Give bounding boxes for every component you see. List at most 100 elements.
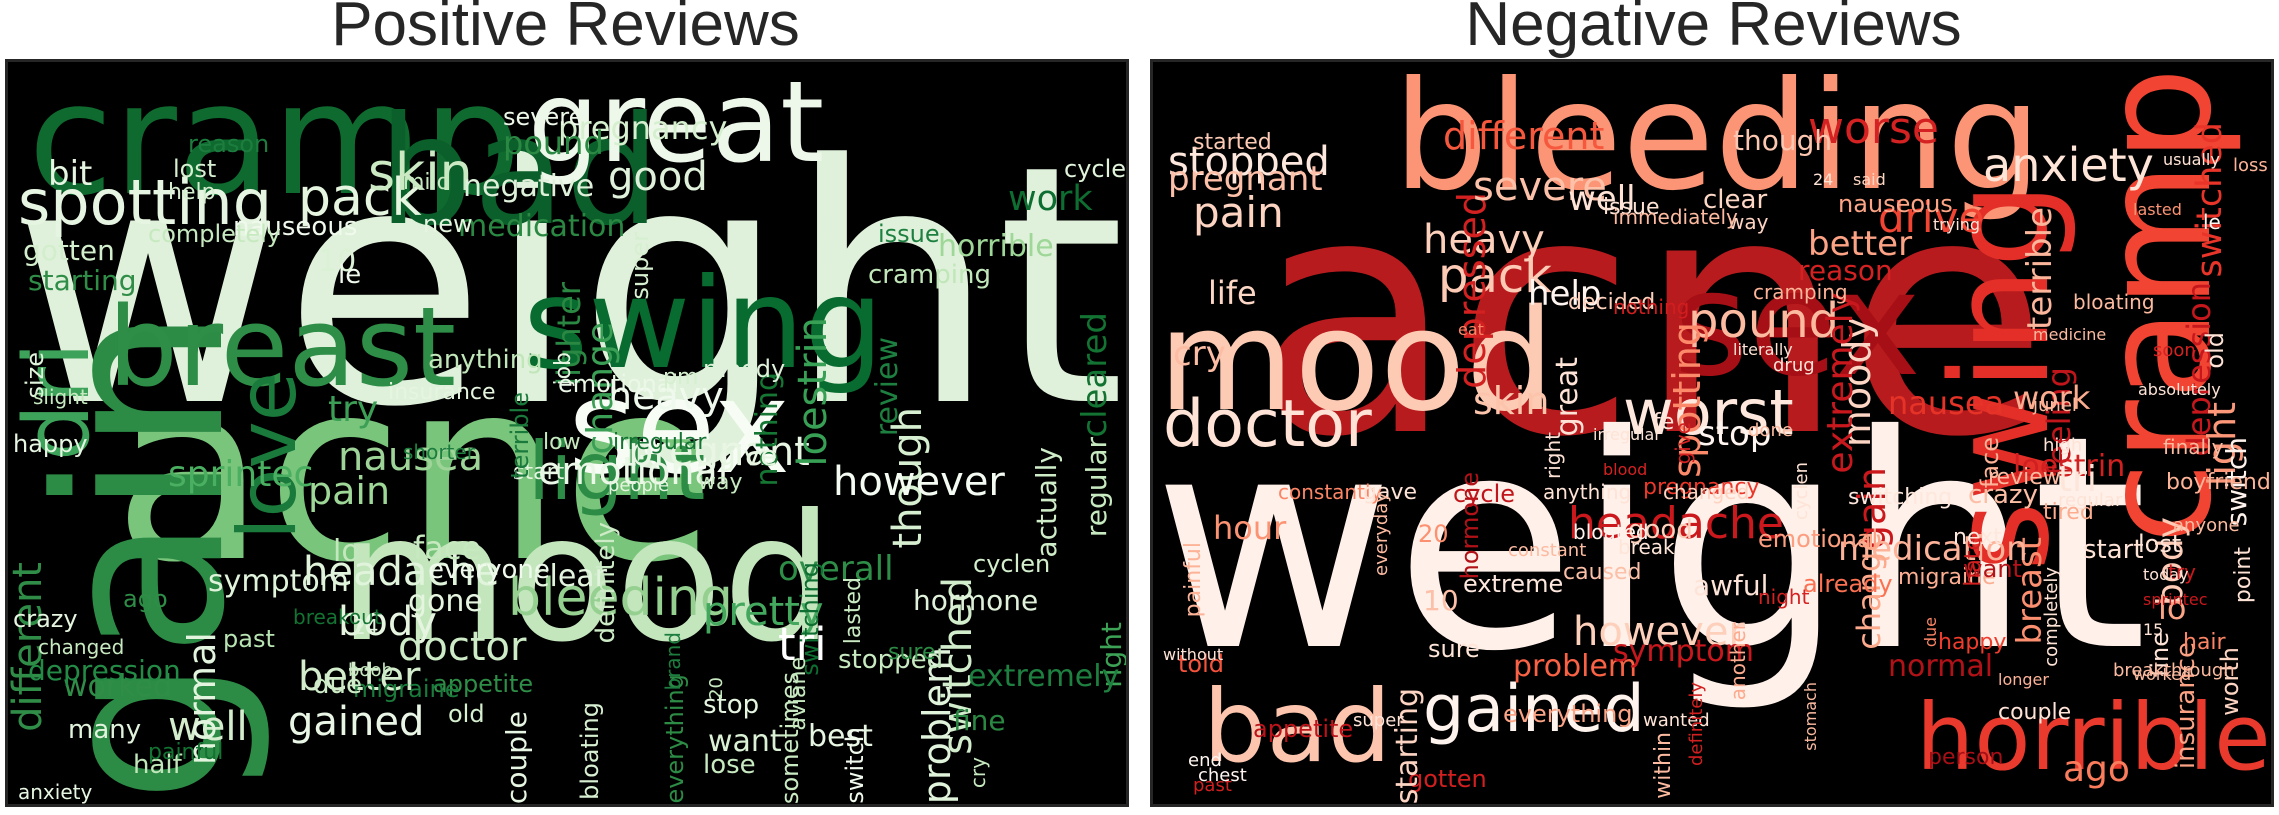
cloud-word-terrible: terrible	[2020, 207, 2060, 331]
cloud-word-nauseous: nauseous	[1838, 190, 1953, 218]
cloud-word-depression: depression	[28, 654, 181, 687]
cloud-word-20: 20	[706, 677, 727, 700]
cloud-word-weight: weight	[1153, 372, 2148, 716]
cloud-word-pregnancy: pregnancy	[1643, 475, 1760, 500]
cloud-word-finally: finally	[2163, 435, 2224, 459]
cloud-word-horrible: horrible	[938, 229, 1054, 264]
cloud-word-sprintec: sprintec	[2143, 590, 2208, 609]
cloud-word-cry: cry	[966, 757, 990, 789]
cloud-word-review: review	[1988, 465, 2061, 490]
cloud-word-worth: worth	[2216, 647, 2244, 716]
cloud-word-cramping: cramping	[1753, 280, 1848, 304]
cloud-word-longer: longer	[1998, 670, 2049, 689]
cloud-word-ago: ago	[2063, 749, 2130, 790]
cloud-word-right: right	[1541, 432, 1565, 479]
cloud-word-severe: severe	[503, 103, 584, 131]
cloud-word-irregular: irregular	[1593, 425, 1661, 444]
cloud-word-migraine: migraine	[1898, 565, 1996, 590]
cloud-word-blood: blood	[1603, 460, 1648, 479]
cloud-word-couple: couple	[500, 711, 533, 805]
cloud-word-breakthrough: breakthrough	[2113, 660, 2235, 681]
cloud-word-appetite: appetite	[433, 670, 534, 698]
cloud-word-anything: anything	[1543, 480, 1632, 504]
cloud-word-bloating: bloating	[576, 702, 604, 800]
cloud-word-soon: soon	[2153, 340, 2196, 361]
cloud-word-extremely: extremely	[968, 659, 1120, 694]
cloud-word-already: already	[1803, 570, 1893, 598]
cloud-word-usually: usually	[2163, 150, 2220, 169]
cloud-word-clear: clear	[533, 559, 608, 594]
cloud-word-cycle: cycle	[1453, 480, 1516, 508]
cloud-word-loestrin: loestrin	[790, 317, 836, 467]
cloud-word-regular: regular	[2058, 490, 2123, 511]
cloud-word-everything: everything	[1503, 700, 1633, 728]
cloud-word-pretty: pretty	[703, 589, 824, 635]
cloud-word-migraine: migraine	[353, 675, 460, 703]
cloud-word-appetite: appetite	[1253, 715, 1354, 743]
cloud-word-reason: reason	[1798, 254, 1893, 287]
cloud-word-cyclen: cyclen	[1791, 462, 1812, 520]
cloud-word-breast: breast	[108, 283, 457, 411]
cloud-word-painful: painful	[148, 740, 224, 765]
cloud-word-symptom: symptom	[208, 564, 349, 599]
cloud-word-emotional: emotional	[558, 370, 679, 398]
cloud-word-help: help	[168, 180, 216, 205]
cloud-word-doctor: doctor	[398, 624, 527, 670]
cloud-word-nauseous: nauseous	[233, 212, 358, 242]
cloud-word-switch: switch	[841, 727, 869, 804]
cloud-word-said: said	[1853, 170, 1886, 189]
cloud-word-stopped: stopped	[1168, 139, 1330, 185]
cloud-word-lost: lost	[2138, 530, 2182, 558]
cloud-word-crazy: crazy	[1968, 480, 2038, 510]
cloud-word-bloating: bloating	[2073, 290, 2155, 314]
cloud-word-however: however	[833, 459, 1005, 505]
cloud-word-junel: junel	[2033, 395, 2077, 416]
cloud-word-doctor: doctor	[1163, 387, 1372, 462]
cloud-word-15: 15	[2143, 620, 2164, 639]
cloud-word-heavy: heavy	[608, 374, 724, 418]
cloud-word-old: old	[2201, 332, 2229, 369]
cloud-word-boob: boob	[348, 660, 393, 681]
cloud-word-tri: tri	[778, 618, 827, 671]
cloud-word-help: help	[1528, 274, 1602, 314]
cloud-word-issue: issue	[878, 220, 940, 248]
cloud-word-stop: stop	[703, 690, 760, 720]
cloud-word-depressed: depressed	[1450, 192, 1494, 389]
cloud-word-tri: tri	[2058, 459, 2097, 500]
cloud-word-stopped: stopped	[838, 645, 944, 675]
cloud-word-24: 24	[1813, 170, 1834, 189]
cloud-word-cyclen: cyclen	[973, 550, 1051, 578]
cloud-word-night: night	[1758, 585, 1810, 609]
cloud-word-cramping: cramping	[868, 260, 991, 290]
cloud-word-headache: headache	[303, 549, 500, 595]
cloud-word-gained: gained	[1423, 672, 1645, 747]
cloud-word-done: done	[1748, 420, 1793, 441]
cloud-word-super: super	[1353, 710, 1404, 731]
cloud-word-headache: headache	[1568, 498, 1784, 549]
cloud-word-try: try	[2168, 560, 2196, 584]
cloud-word-lo: lo	[2158, 589, 2187, 627]
cloud-word-hair: hair	[2183, 630, 2226, 655]
cloud-word-couple: couple	[1998, 700, 2072, 725]
cloud-word-changed: changed	[38, 635, 125, 659]
cloud-word-well: well	[1568, 179, 1636, 219]
cloud-word-decided: decided	[1568, 290, 1656, 315]
cloud-word-stomach: stomach	[1801, 682, 1820, 751]
cloud-word-lasted: lasted	[2133, 200, 2182, 219]
cloud-word-everything: everything	[661, 674, 689, 804]
cloud-word-want: want	[1963, 555, 2022, 583]
cloud-word-anything: anything	[428, 345, 543, 375]
cloud-word-lasted: lasted	[841, 577, 866, 645]
cloud-word-sprintec: sprintec	[168, 454, 314, 495]
negative-panel-title: Negative Reviews	[1465, 0, 1962, 59]
cloud-word-next: next	[1953, 525, 2002, 550]
cloud-word-pack: pack	[298, 168, 422, 228]
cloud-word-everyday: everyday	[1371, 492, 1392, 576]
cloud-word-starting: starting	[28, 264, 137, 297]
cloud-word-medicine: medicine	[2033, 325, 2107, 344]
cloud-word-extremely: extremely	[1820, 292, 1861, 474]
cloud-word-worked: worked	[63, 669, 173, 704]
cloud-word-worst: worst	[1623, 376, 1794, 449]
cloud-word-acne: acne	[1253, 125, 2049, 509]
cloud-word-started: started	[1193, 130, 1272, 155]
